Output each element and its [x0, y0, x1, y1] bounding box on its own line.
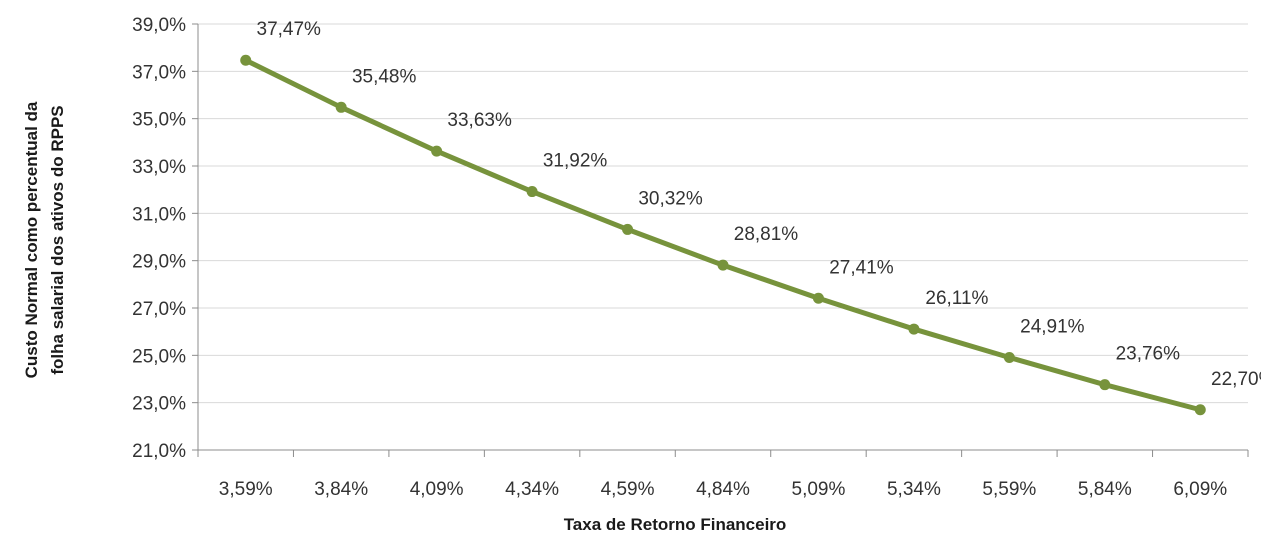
data-label: 35,48%: [352, 66, 417, 87]
x-tick-label: 4,84%: [696, 479, 750, 500]
y-tick-label: 21,0%: [132, 441, 186, 462]
data-point: [717, 259, 729, 271]
y-axis-title-line-1: Custo Normal como percentual da: [22, 101, 41, 378]
series-layer: [240, 54, 1206, 416]
gridlines: [198, 23, 1248, 404]
x-tick-label: 6,09%: [1173, 479, 1227, 500]
data-point: [335, 101, 347, 113]
data-point: [908, 323, 920, 335]
x-tick-label: 5,09%: [792, 479, 846, 500]
data-labels: 37,47% 35,48% 33,63% 31,92% 30,32% 28,81% 27,4…: [257, 19, 1261, 390]
data-point: [431, 145, 443, 157]
y-axis-title: Custo Normal como percentual da folha sa…: [22, 101, 67, 378]
x-axis-ticks: 3,59% 3,84% 4,09% 4,34% 4,59% 4,84% 5,09% 5,34%…: [197, 450, 1249, 500]
y-tick-label: 33,0%: [132, 157, 186, 178]
data-label: 30,32%: [638, 188, 703, 209]
data-point: [1099, 379, 1111, 391]
x-tick-label: 3,84%: [314, 479, 368, 500]
x-tick-label: 4,09%: [410, 479, 464, 500]
data-point: [1194, 404, 1206, 416]
data-label: 33,63%: [447, 110, 512, 131]
x-tick-label: 3,59%: [219, 479, 273, 500]
y-axis-ticks: 21,0% 23,0% 25,0% 27,0% 29,0% 31,0% 33,0% 35,0%…: [132, 15, 198, 462]
axes: [197, 24, 1248, 451]
y-tick-label: 27,0%: [132, 299, 186, 320]
data-point: [240, 54, 252, 66]
data-label: 37,47%: [257, 19, 322, 40]
y-tick-label: 23,0%: [132, 394, 186, 415]
y-tick-label: 39,0%: [132, 15, 186, 36]
data-point: [812, 292, 824, 304]
x-tick-label: 5,34%: [887, 479, 941, 500]
data-label: 24,91%: [1020, 316, 1085, 337]
x-tick-label: 4,34%: [505, 479, 559, 500]
y-tick-label: 29,0%: [132, 252, 186, 273]
y-tick-label: 35,0%: [132, 110, 186, 131]
data-point: [622, 223, 634, 235]
data-label: 27,41%: [829, 257, 894, 278]
x-tick-label: 5,59%: [982, 479, 1036, 500]
y-tick-label: 37,0%: [132, 62, 186, 83]
data-point: [526, 186, 538, 198]
series-line: [243, 57, 1203, 413]
x-tick-label: 5,84%: [1078, 479, 1132, 500]
y-tick-label: 25,0%: [132, 346, 186, 367]
data-label: 31,92%: [543, 151, 608, 172]
data-label: 23,76%: [1116, 344, 1181, 365]
data-label: 28,81%: [734, 224, 799, 245]
y-axis-title-line-2: folha salarial dos ativos do RPPS: [48, 105, 67, 374]
data-label: 22,70%: [1211, 369, 1261, 390]
data-label: 26,11%: [925, 288, 988, 309]
x-tick-label: 4,59%: [601, 479, 655, 500]
x-axis-title: Taxa de Retorno Financeiro: [564, 515, 787, 534]
data-point: [1003, 351, 1015, 363]
y-tick-label: 31,0%: [132, 204, 186, 225]
